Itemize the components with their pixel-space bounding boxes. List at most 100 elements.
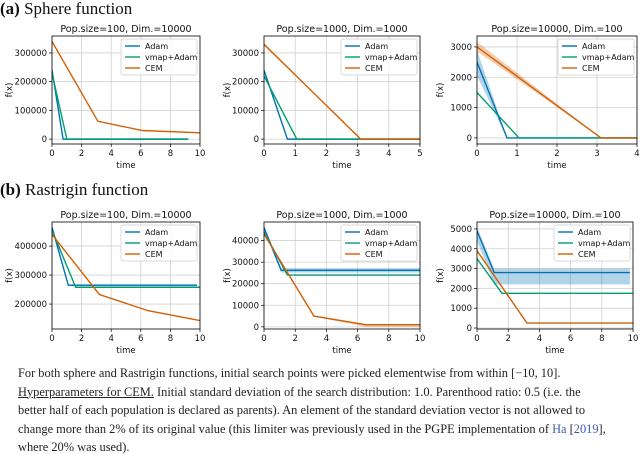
line-CEM (52, 41, 200, 134)
y-tick-label: 10000 (232, 106, 259, 116)
line-CEM (477, 250, 633, 324)
legend-label: vmap+Adam (365, 239, 418, 248)
x-axis-label: time (545, 346, 564, 356)
y-tick-label: 0 (42, 135, 47, 145)
citation-year-link[interactable]: 2019 (573, 421, 599, 436)
series-group (52, 41, 200, 140)
x-tick-label: 2 (79, 334, 84, 344)
x-tick-label: 2 (324, 149, 329, 159)
line-Adam (52, 227, 198, 286)
x-tick-label: 10 (195, 334, 206, 344)
paragraph-line: where 20% was used). (18, 440, 130, 454)
series-group (264, 42, 420, 140)
x-tick-label: 0 (49, 149, 54, 159)
line-CEM (264, 43, 420, 140)
paragraph-text: [ (566, 421, 574, 436)
legend-label: Adam (365, 228, 388, 237)
x-tick-label: 2 (79, 149, 84, 159)
x-tick-label: 4 (537, 334, 542, 344)
x-axis-label: time (332, 346, 351, 356)
chart-title: Pop.size=10000, Dim.=100 (491, 24, 622, 35)
legend-label: CEM (582, 64, 600, 73)
axes-frame (51, 221, 201, 330)
x-tick-label: 5 (417, 149, 422, 159)
y-tick-label: 2000 (450, 284, 472, 294)
section-label: (a) (0, 0, 20, 18)
figure-charts: 0 2 4 6 8 100100000200000300000Pop.size=100, … (5, 24, 640, 356)
paragraph-text: ], (598, 421, 606, 436)
series-group (264, 225, 420, 327)
paragraph-line: For both sphere and Rastrigin functions,… (18, 366, 561, 380)
section-title: Rastrigin function (25, 180, 149, 199)
legend-box (120, 38, 198, 76)
x-tick-label: 4 (108, 334, 113, 344)
x-tick-label: 6 (355, 334, 360, 344)
legend-box (120, 224, 198, 262)
chart-title: Pop.size=10000, Dim.=100 (489, 210, 620, 221)
line-Adam (477, 230, 630, 274)
y-tick-label: 0 (467, 134, 472, 144)
legend: Adam vmap+Adam CEM (340, 38, 418, 76)
x-tick-label: 4 (634, 149, 639, 159)
chart-title: Pop.size=100, Dim.=10000 (60, 210, 191, 221)
y-axis-label: f(x) (436, 83, 446, 98)
line-CEM (52, 234, 200, 322)
legend: Adam vmap+Adam CEM (340, 224, 418, 262)
axes-frame (476, 221, 634, 330)
line-vmap+Adam (477, 258, 633, 295)
y-axis-label: f(x) (223, 268, 233, 283)
x-tick-label: 8 (168, 334, 173, 344)
y-tick-label: 300000 (15, 49, 47, 59)
x-tick-label: 10 (195, 149, 206, 159)
x-tick-label: 6 (138, 334, 143, 344)
legend-box (340, 224, 418, 262)
y-tick-label: 200000 (15, 300, 47, 310)
axes-frame (263, 35, 421, 145)
series-group (52, 225, 200, 322)
legend-label: CEM (145, 64, 163, 73)
x-tick-label: 0 (261, 334, 266, 344)
x-tick-label: 10 (628, 334, 639, 344)
line-vmap+Adam (52, 72, 189, 140)
y-tick-label: 0 (254, 135, 259, 145)
legend: Adam vmap+Adam CEM (120, 38, 198, 76)
line-vmap+Adam (477, 91, 637, 139)
chart-title: Pop.size=1000, Dim.=1000 (276, 210, 407, 221)
x-tick-label: 4 (108, 149, 113, 159)
line-CEM (477, 46, 637, 139)
legend-label: CEM (145, 250, 163, 259)
legend-label: vmap+Adam (582, 53, 635, 62)
section-header-sphere: (a) Sphere function (0, 0, 132, 19)
x-tick-label: 0 (261, 149, 266, 159)
legend-label: Adam (578, 228, 601, 237)
series-group (477, 226, 633, 324)
series-group (477, 41, 637, 139)
y-tick-label: 400000 (15, 242, 47, 252)
x-tick-label: 6 (138, 149, 143, 159)
citation-author-link[interactable]: Ha (552, 421, 567, 436)
legend-box (340, 38, 418, 76)
line-CEM (264, 233, 420, 326)
y-tick-label: 30000 (232, 258, 259, 268)
legend: Adam vmap+Adam CEM (120, 224, 198, 262)
y-tick-label: 3000 (450, 265, 472, 275)
x-tick-label: 1 (514, 149, 519, 159)
y-tick-label: 200000 (15, 78, 47, 88)
x-tick-label: 0 (474, 149, 479, 159)
paragraph-text: change more than 2% of its original valu… (18, 421, 553, 436)
legend-label: Adam (365, 42, 388, 51)
x-tick-label: 0 (474, 334, 479, 344)
legend: Adam vmap+Adam CEM (553, 224, 631, 262)
legend-label: vmap+Adam (145, 53, 198, 62)
chart-2: 0 1 2 3 4 5 0 10000 20000 30000 Pop.size=1000, Dim… (223, 24, 423, 171)
legend-label: CEM (365, 64, 383, 73)
chart-title: Pop.size=100, Dim.=10000 (60, 24, 191, 35)
section-title: Sphere function (24, 0, 133, 18)
y-axis-label: f(x) (436, 268, 446, 283)
legend-box (553, 224, 631, 262)
paragraph-line: better half of each population is declar… (18, 403, 586, 417)
y-tick-label: 1000 (450, 104, 472, 114)
y-axis-label: f(x) (5, 83, 15, 98)
y-axis-label: f(x) (5, 268, 15, 283)
